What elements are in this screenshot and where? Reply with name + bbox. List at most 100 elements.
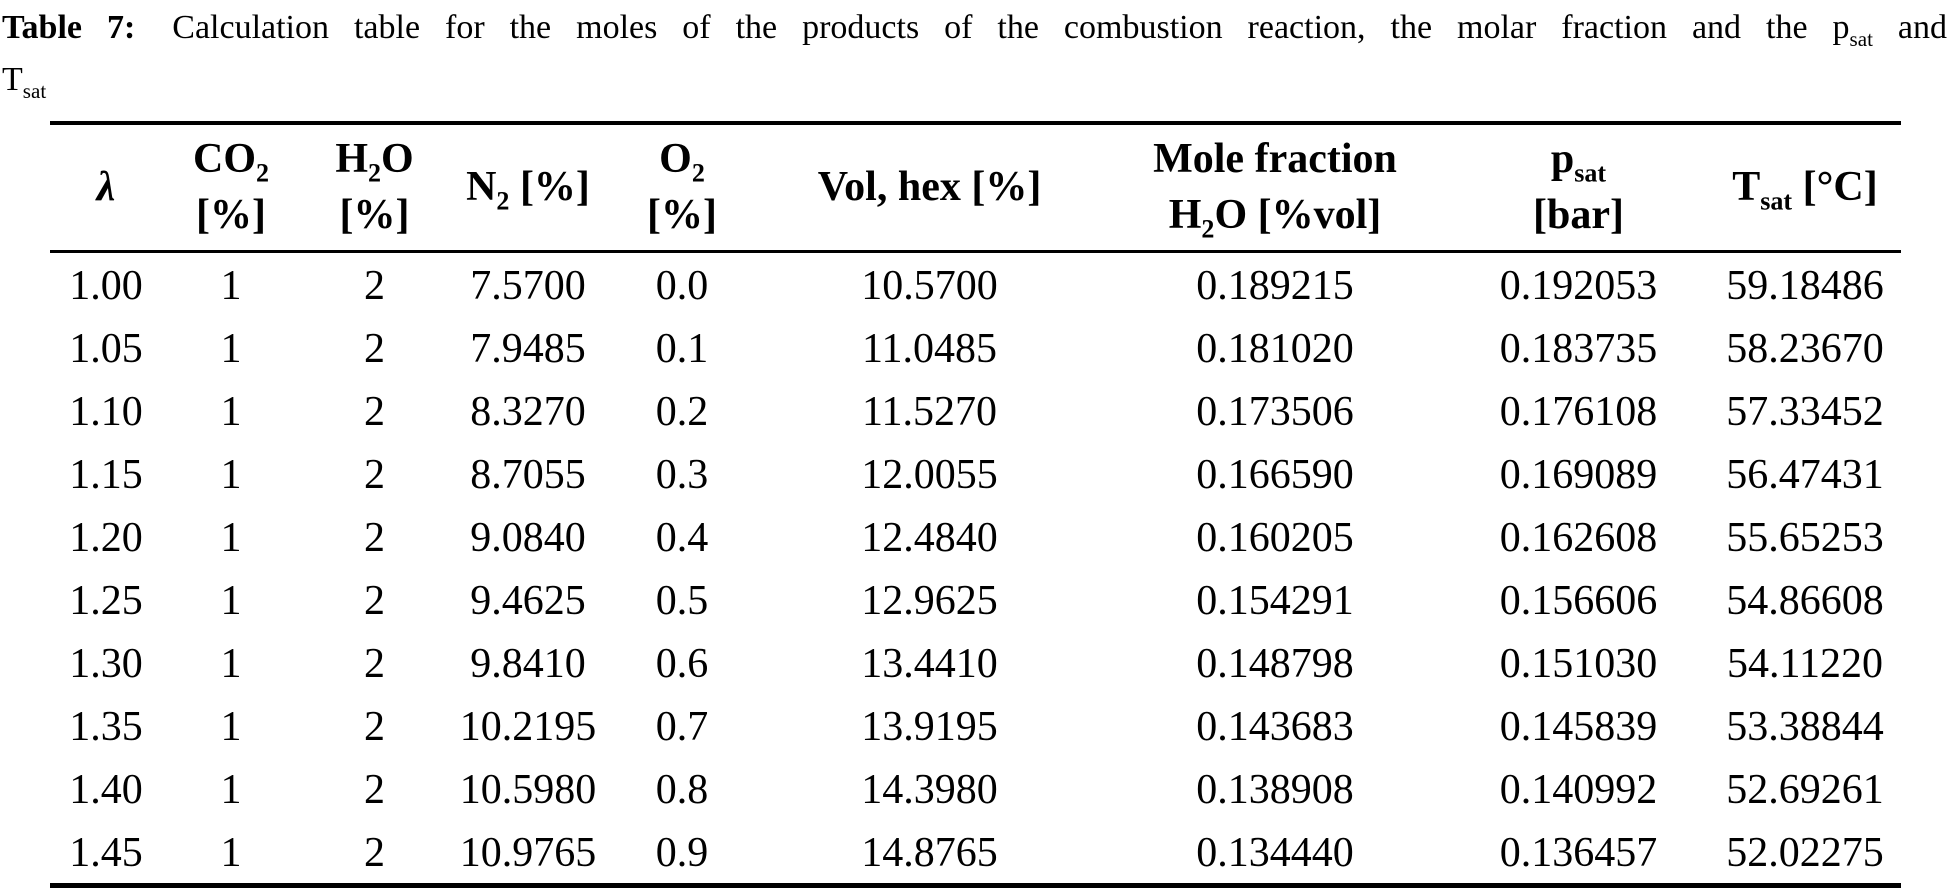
page: { "caption": { "label": "Table 7:", "tex…: [2, 9, 1948, 888]
table-row: 1.20 1 2 9.0840 0.4 12.4840 0.160205 0.162608 55…: [50, 505, 1901, 568]
table-row: 1.15 1 2 8.7055 0.3 12.0055 0.166590 0.169089 56…: [50, 442, 1901, 505]
table-cell: 0.160205: [1196, 515, 1354, 561]
caption-tsat: Tsat: [2, 61, 47, 103]
table-cell: 0.138908: [1196, 767, 1354, 813]
table-cell: 2: [364, 830, 385, 876]
table-cell: 2: [364, 767, 385, 813]
mole-fraction-line2: H2O [%vol]: [1168, 192, 1382, 244]
table-row: 1.30 1 2 9.8410 0.6 13.4410 0.148798 0.151030 54…: [50, 631, 1901, 694]
table-cell: 1.25: [69, 578, 143, 624]
table-cell: 57.33452: [1726, 389, 1884, 435]
table-cell: 56.47431: [1726, 452, 1884, 498]
table-cell: 7.5700: [470, 263, 586, 309]
table-cell: 0.2: [655, 389, 709, 435]
table-cell: 0.173506: [1196, 389, 1354, 435]
table-cell: 1.30: [69, 641, 143, 687]
table-cell: 1.40: [69, 767, 143, 813]
col-header-mole-fraction: Mole fraction H2O [%vol]: [1102, 123, 1448, 251]
caption-text: Calculation table for the moles of the p…: [172, 9, 1808, 46]
table-cell: 0.166590: [1196, 452, 1354, 498]
table-cell: 0.154291: [1196, 578, 1354, 624]
table-cell: 0.6: [655, 641, 709, 687]
table-cell: 9.4625: [470, 578, 586, 624]
col-header-h2o: H2O [%]: [300, 123, 449, 251]
table-cell: 1.05: [69, 326, 143, 372]
table-cell: 10.5700: [861, 263, 998, 309]
table-row: 1.10 1 2 8.3270 0.2 11.5270 0.173506 0.176108 57…: [50, 379, 1901, 442]
table-cell: 0.183735: [1499, 326, 1658, 372]
table-cell: 52.02275: [1726, 830, 1884, 876]
table-cell: 2: [364, 452, 385, 498]
table-cell: 0.162608: [1499, 515, 1658, 561]
col-header-psat: psat [bar]: [1448, 123, 1709, 251]
table-cell: 0.1: [655, 326, 709, 372]
col-header-lambda: λ: [50, 123, 162, 251]
table-cell: 10.9765: [459, 830, 597, 876]
table-cell: 0.151030: [1499, 641, 1658, 687]
table-cell: 1.35: [69, 704, 143, 750]
table-cell: 0.9: [655, 830, 709, 876]
table-cell: 1.45: [69, 830, 143, 876]
table-row: 1.35 1 2 10.2195 0.7 13.9195 0.143683 0.145839 5…: [50, 694, 1901, 757]
table-cell: 1: [220, 830, 242, 876]
table-cell: 0.176108: [1499, 389, 1658, 435]
table-cell: 11.0485: [862, 326, 997, 372]
table-cell: 12.4840: [861, 515, 998, 561]
table-row: 1.40 1 2 10.5980 0.8 14.3980 0.138908 0.140992 5…: [50, 757, 1901, 820]
table-cell: 2: [364, 263, 385, 309]
table-cell: 1: [220, 767, 242, 813]
tsat-subscript: sat: [22, 78, 47, 103]
table-row: 1.25 1 2 9.4625 0.5 12.9625 0.154291 0.156606 54…: [50, 568, 1901, 631]
table-cell: 1: [220, 326, 242, 372]
table-cell: 1: [220, 578, 242, 624]
psat-subscript: sat: [1849, 26, 1873, 51]
table-cell: 2: [364, 515, 385, 561]
h2o-unit: [%]: [339, 192, 410, 239]
table-cell: 2: [364, 389, 385, 435]
table-cell: 0.5: [655, 578, 709, 624]
table-caption: Table 7: Calculation table for the moles…: [0, 0, 1951, 106]
table-cell: 0.143683: [1196, 704, 1354, 750]
col-header-o2: O2 [%]: [607, 123, 757, 251]
caption-line1: Table 7: Calculation table for the moles…: [2, 2, 1947, 54]
table-cell: 0.134440: [1196, 830, 1354, 876]
table-row: 1.05 1 2 7.9485 0.1 11.0485 0.181020 0.183735 58…: [50, 316, 1901, 379]
caption-label: Table 7:: [2, 9, 136, 46]
table-cell: 59.18486: [1726, 263, 1884, 309]
table-cell: 0.140992: [1499, 767, 1658, 813]
co2-unit: [%]: [196, 192, 266, 239]
table-cell: 8.3270: [470, 389, 586, 435]
table-cell: 1.10: [69, 389, 143, 435]
table-cell: 2: [364, 326, 385, 372]
table-cell: 0.169089: [1499, 452, 1658, 498]
table-cell: 0.189215: [1196, 263, 1354, 309]
table-cell: 0.0: [655, 263, 709, 309]
table-row: 1.45 1 2 10.9765 0.9 14.8765 0.134440 0.136457 5…: [50, 820, 1901, 886]
table-cell: 0.192053: [1499, 263, 1658, 309]
table-cell: 1: [220, 452, 242, 498]
table-cell: 0.148798: [1196, 641, 1354, 687]
table-cell: 1.00: [69, 263, 143, 309]
caption-conjunction: and: [1897, 9, 1948, 46]
table-cell: 13.9195: [861, 704, 998, 750]
table-cell: 10.5980: [459, 767, 597, 813]
table-cell: 55.65253: [1726, 515, 1884, 561]
table-cell: 52.69261: [1726, 767, 1884, 813]
col-header-co2: CO2 [%]: [162, 123, 300, 251]
table-cell: 1: [220, 263, 242, 309]
table-cell: 10.2195: [459, 704, 597, 750]
table-cell: 1: [220, 704, 242, 750]
table-cell: 1.15: [69, 452, 143, 498]
col-header-tsat: Tsat [°C]: [1732, 164, 1878, 216]
table-cell: 0.145839: [1499, 704, 1658, 750]
table-cell: 0.156606: [1499, 578, 1658, 624]
table-cell: 11.5270: [862, 389, 997, 435]
table-cell: 2: [364, 641, 385, 687]
table-cell: 53.38844: [1726, 704, 1884, 750]
caption-psat: psat: [1832, 9, 1873, 51]
table-body: 1.00 1 2 7.5700 0.0 10.5700 0.189215 0.192053 59…: [50, 251, 1901, 885]
table-cell: 0.8: [655, 767, 709, 813]
table-cell: 0.4: [655, 515, 709, 561]
col-header-n2: N2 [%]: [466, 164, 590, 216]
